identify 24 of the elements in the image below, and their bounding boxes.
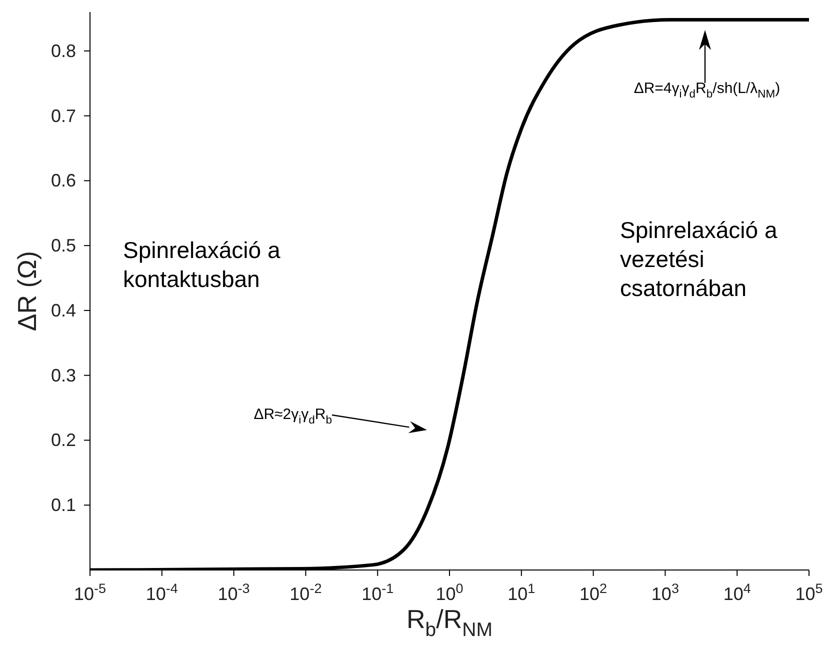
x-tick-label: 10$^{5}$ — [795, 580, 823, 604]
x-tick-label: 10$^{-4}$ — [146, 580, 178, 604]
annotation: ΔR≈2γ$_{i}$γ$_{d}$R$_{b}$ — [254, 406, 332, 426]
y-axis-title: ΔR (Ω) — [12, 250, 42, 332]
text: ΔR=4γ$_{i}$γ$_{d}$R$_{b}$/sh(L/λ$_{NM}$) — [634, 80, 780, 100]
y-tick-label: 0.6 — [50, 170, 76, 191]
y-tick-label: 0.7 — [50, 106, 76, 126]
annotation: Spinrelaxáció a kontaktusban — [123, 236, 280, 294]
y-tick-label: 0.8 — [50, 40, 76, 61]
annotation: Spinrelaxáció a vezetési csatornában — [620, 216, 778, 303]
y-tick-label: 0.2 — [50, 430, 76, 450]
y-tick-label: 0.5 — [50, 236, 76, 256]
x-tick-label: 10$^{-1}$ — [362, 580, 394, 604]
y-tick-label: 0.1 — [50, 495, 76, 516]
x-tick-label: 10$^{4}$ — [723, 580, 752, 604]
y-tick-label: 0.4 — [50, 300, 76, 320]
x-tick-label: 10$^{3}$ — [651, 580, 679, 604]
x-tick-label: 10$^{-3}$ — [218, 580, 250, 604]
x-tick-label: 10$^{2}$ — [580, 580, 608, 604]
x-tick-label: 10$^{0}$ — [436, 580, 464, 604]
y-tick-label: 0.3 — [50, 365, 76, 386]
x-tick-label: 10$^{1}$ — [508, 580, 536, 604]
x-tick-label: 10$^{-5}$ — [74, 580, 106, 604]
x-tick-label: 10$^{-2}$ — [290, 580, 322, 604]
